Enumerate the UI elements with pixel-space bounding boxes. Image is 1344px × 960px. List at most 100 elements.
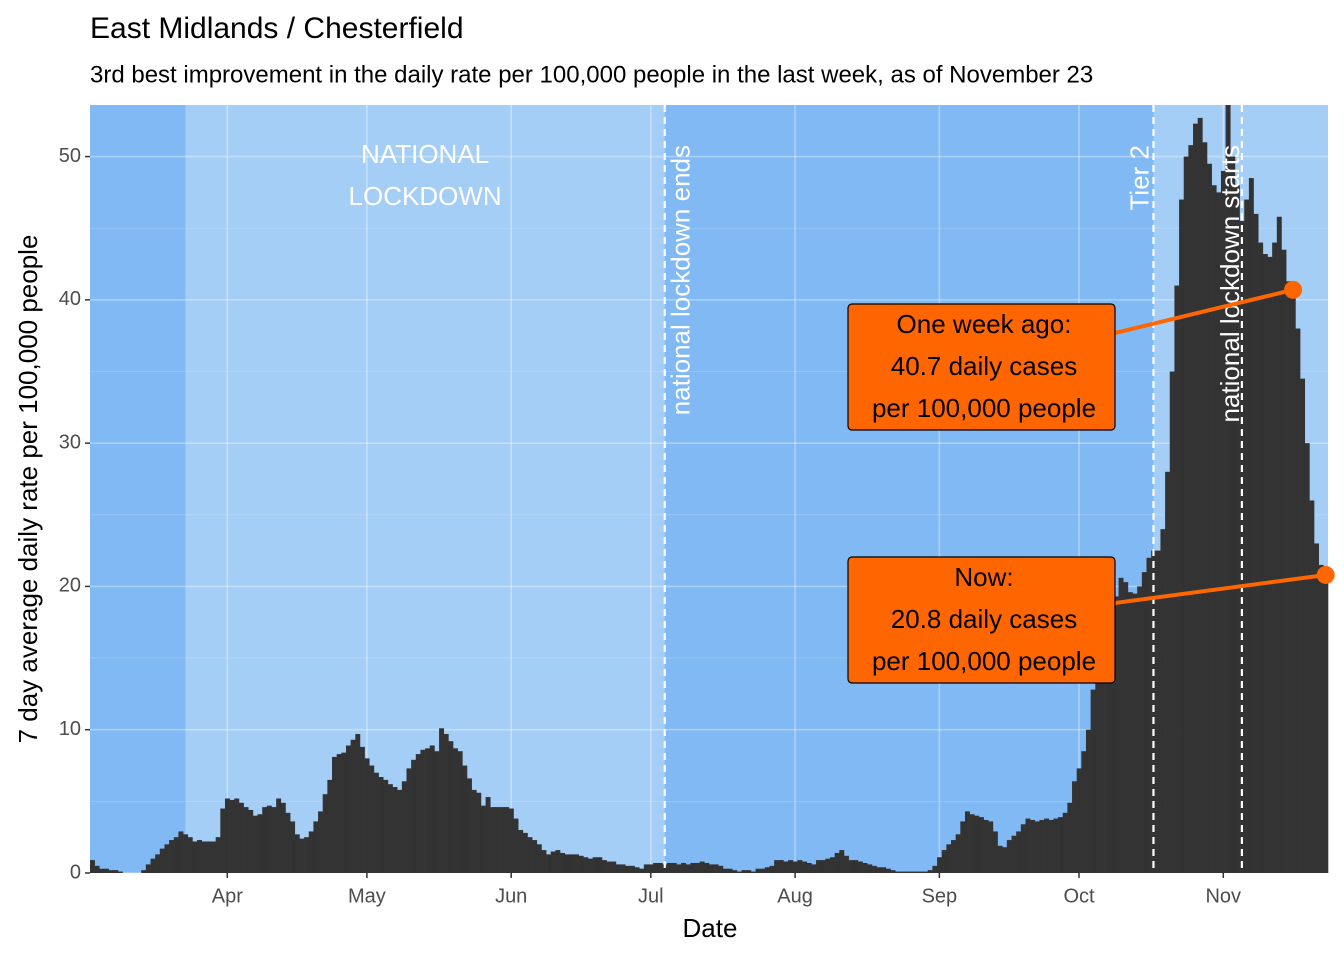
- bar: [1155, 550, 1161, 873]
- bar: [611, 861, 617, 873]
- bar: [201, 841, 207, 873]
- bar: [899, 871, 905, 873]
- bar: [778, 860, 784, 873]
- bar: [1216, 192, 1222, 874]
- bar: [834, 852, 840, 873]
- bar: [816, 860, 821, 873]
- bar: [406, 768, 412, 873]
- bar: [997, 845, 1003, 873]
- bar: [792, 861, 798, 873]
- bar: [234, 798, 240, 873]
- x-tick-label: Aug: [777, 885, 813, 907]
- bar: [871, 865, 877, 873]
- bar: [1295, 328, 1301, 873]
- y-tick-label: 30: [59, 431, 81, 453]
- annotation-box: [847, 303, 1116, 431]
- bar: [159, 848, 165, 873]
- bar: [1062, 812, 1068, 873]
- bar: [327, 779, 333, 873]
- bar: [974, 815, 980, 873]
- bar: [215, 837, 221, 873]
- y-tick-label: 50: [59, 145, 81, 167]
- bar: [951, 840, 956, 873]
- x-tick-label: Oct: [1063, 885, 1095, 907]
- bar: [923, 871, 929, 873]
- bar: [1165, 471, 1171, 873]
- bar: [750, 871, 756, 873]
- bar: [1002, 847, 1008, 873]
- bar: [1244, 199, 1250, 874]
- bar: [946, 844, 952, 873]
- bar: [178, 831, 184, 873]
- bar: [1290, 289, 1296, 873]
- bar: [904, 871, 910, 873]
- bar: [546, 854, 552, 873]
- bar: [955, 834, 961, 873]
- bar: [1053, 818, 1059, 873]
- event-label: national lockdown ends: [666, 145, 696, 415]
- bar: [1234, 185, 1240, 874]
- bar: [238, 802, 244, 873]
- annotation-text: per 100,000 people: [872, 646, 1096, 676]
- bar: [1281, 249, 1287, 873]
- bar: [397, 789, 403, 873]
- bar: [527, 837, 533, 873]
- annotation-box: [847, 556, 1116, 684]
- bar: [471, 789, 477, 873]
- bar: [1085, 729, 1091, 873]
- bar: [197, 840, 202, 873]
- bar: [425, 748, 431, 873]
- bar: [1090, 689, 1096, 873]
- bar: [257, 814, 263, 873]
- bar: [1253, 213, 1259, 874]
- bar: [271, 807, 277, 873]
- bar: [266, 805, 272, 873]
- y-tick-label: 40: [59, 288, 81, 310]
- bar: [443, 734, 449, 873]
- bar: [839, 850, 845, 873]
- annotation-text: per 100,000 people: [872, 393, 1096, 423]
- bar: [629, 865, 635, 873]
- bar: [671, 862, 677, 873]
- bar: [378, 777, 384, 873]
- bar: [285, 812, 291, 873]
- bar: [978, 817, 984, 873]
- bar: [448, 741, 454, 873]
- bar: [1118, 577, 1124, 873]
- annotation-connector: [1114, 287, 1294, 335]
- bar: [1309, 500, 1315, 873]
- bar: [830, 857, 835, 873]
- bar: [625, 865, 631, 873]
- bar: [820, 860, 826, 873]
- bar: [615, 864, 621, 873]
- bar: [857, 861, 863, 873]
- bar: [1211, 185, 1217, 874]
- bar: [1113, 596, 1119, 873]
- bar: [550, 851, 556, 873]
- bar: [1137, 586, 1143, 873]
- bar: [392, 787, 398, 873]
- event-label: national lockdown starts: [1215, 145, 1245, 422]
- bar: [648, 864, 654, 873]
- annotation-text: 40.7 daily cases: [891, 351, 1077, 381]
- x-tick-label: Nov: [1205, 885, 1241, 907]
- bar: [332, 756, 337, 873]
- bar: [555, 850, 561, 873]
- bar: [992, 831, 998, 873]
- bar: [1183, 156, 1189, 873]
- bar: [499, 807, 505, 873]
- bar: [937, 857, 943, 873]
- bar: [150, 858, 156, 873]
- bar: [653, 862, 659, 873]
- bar: [420, 749, 426, 873]
- bar: [1016, 831, 1022, 873]
- bar: [522, 832, 528, 873]
- annotation-point: [1284, 280, 1303, 299]
- x-tick-label: Sep: [922, 885, 958, 907]
- bar: [304, 837, 310, 873]
- bar: [774, 860, 780, 873]
- bar: [1318, 564, 1324, 873]
- bar: [401, 781, 407, 873]
- bar: [411, 759, 417, 873]
